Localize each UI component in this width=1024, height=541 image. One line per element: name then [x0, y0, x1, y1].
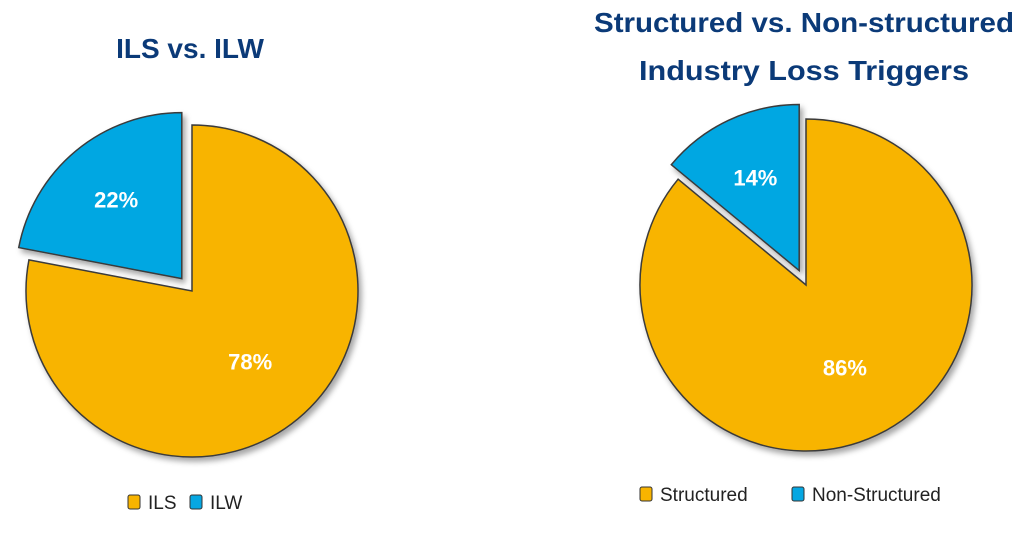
- chart-2-legend-label-non-structured: Non-Structured: [812, 485, 941, 506]
- chart-2-slice-non-structured: [670, 103, 800, 273]
- chart-1-legend-label-ilw: ILW: [210, 493, 242, 514]
- chart-1-legend-swatch-ils: [127, 494, 141, 510]
- chart-1-data-label-ilw: 22%: [94, 187, 138, 212]
- chart-2-legend-swatch-structured: [639, 486, 653, 502]
- chart-2-title-line-2: Industry Loss Triggers: [639, 55, 969, 86]
- chart-1-slice-ils: [25, 124, 359, 458]
- chart-2-legend-swatch-non-structured: [791, 486, 805, 502]
- chart-1-slice-ilw: [17, 111, 183, 280]
- chart-1-legend-label-ils: ILS: [148, 493, 177, 514]
- chart-2-legend-label-structured: Structured: [660, 485, 748, 506]
- chart-2-data-label-non-structured: 14%: [733, 165, 777, 190]
- chart-1-data-label-ils: 78%: [228, 349, 272, 374]
- chart-1-title: ILS vs. ILW: [116, 33, 264, 64]
- chart-2-title-line-1: Structured vs. Non-structured: [594, 7, 1014, 38]
- chart-2-data-label-structured: 86%: [823, 356, 867, 381]
- chart-1-legend-swatch-ilw: [189, 494, 203, 510]
- chart-2-slice-structured: [639, 118, 973, 452]
